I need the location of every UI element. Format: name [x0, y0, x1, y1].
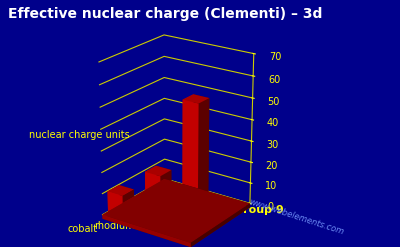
Text: www.webelements.com: www.webelements.com: [248, 197, 345, 237]
Text: Effective nuclear charge (Clementi) – 3d: Effective nuclear charge (Clementi) – 3d: [8, 7, 322, 21]
